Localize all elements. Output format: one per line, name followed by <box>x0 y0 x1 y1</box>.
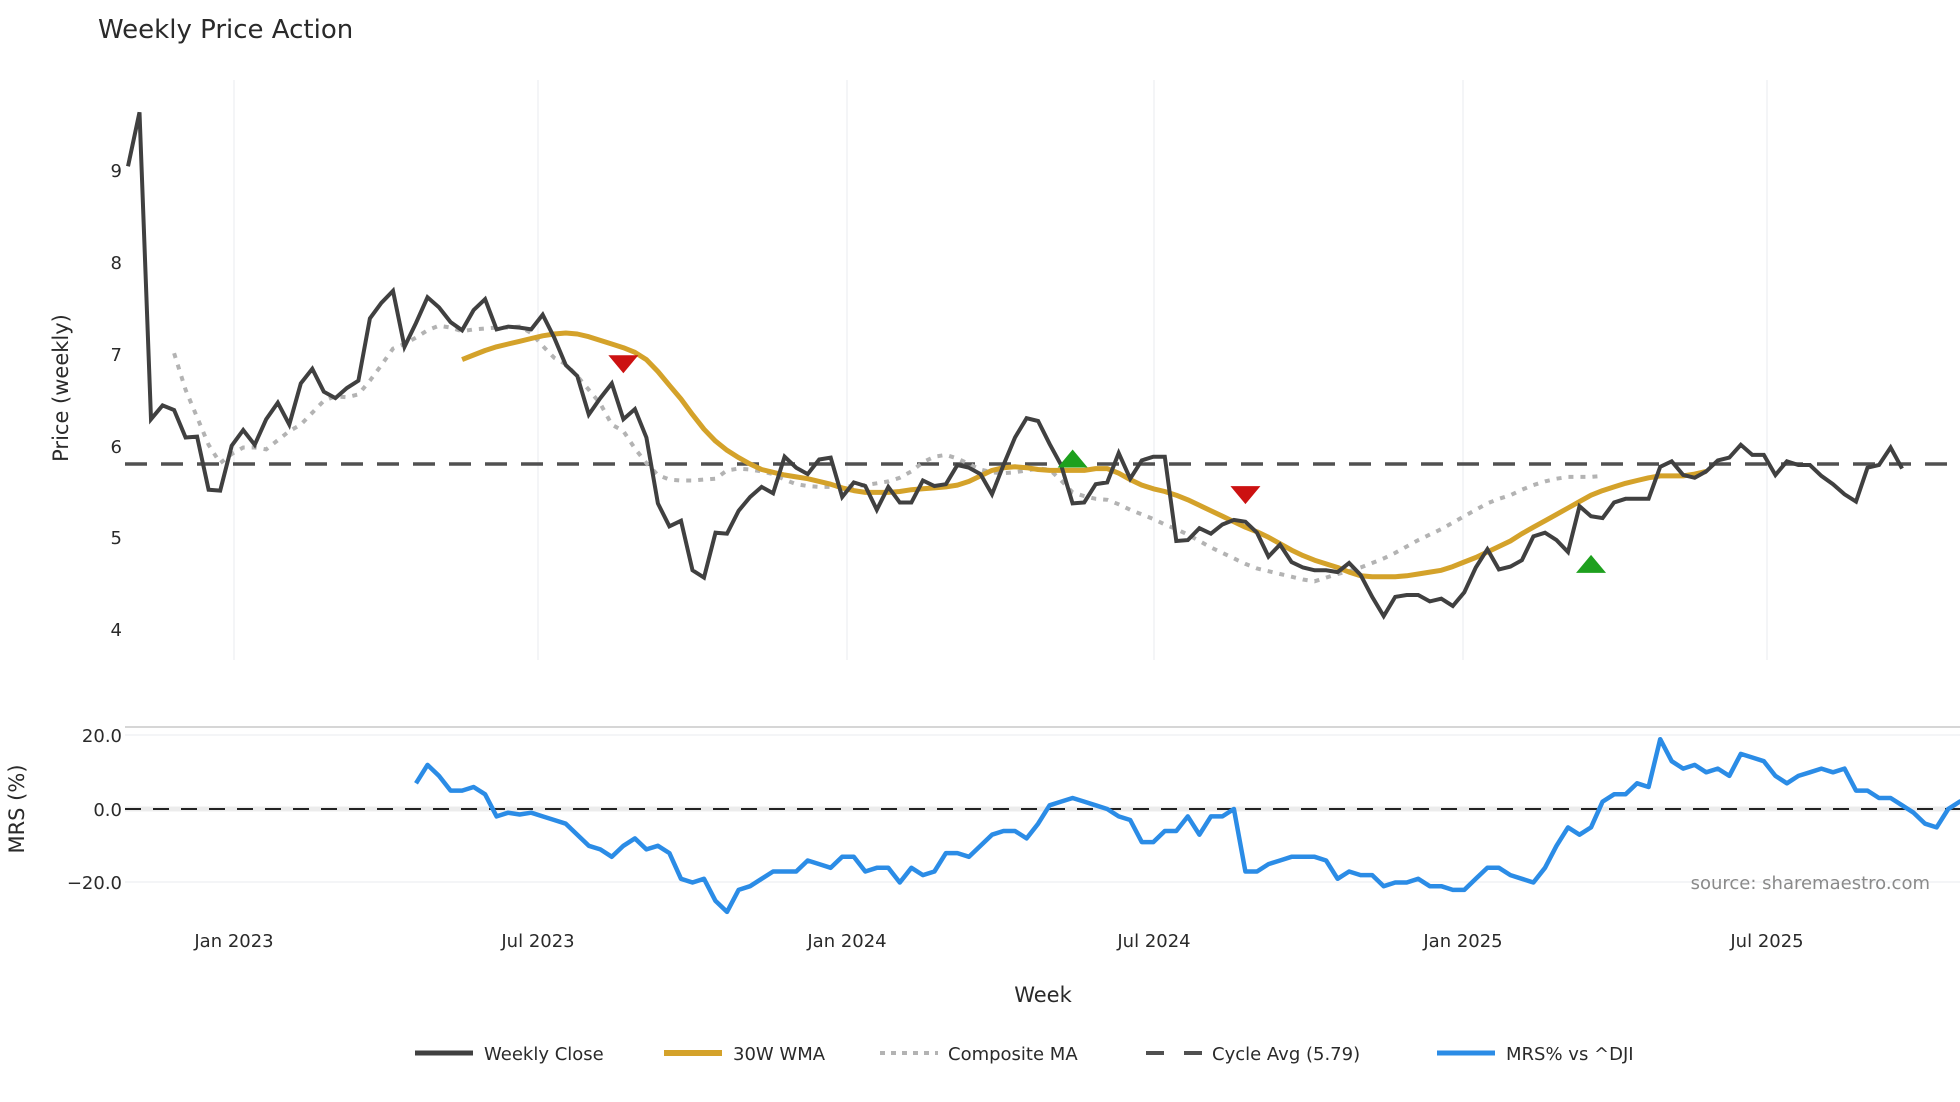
x-axis-ticks: Jan 2023 Jul 2023 Jan 2024 Jul 2024 Jan … <box>193 931 1803 952</box>
sell-signal-triangle-down-icon <box>1230 486 1261 505</box>
legend-item-30w-wma[interactable]: 30W WMA <box>664 1044 826 1065</box>
legend-item-composite-ma[interactable]: Composite MA <box>880 1044 1078 1065</box>
legend-label: Cycle Avg (5.79) <box>1212 1044 1360 1065</box>
legend: Weekly Close 30W WMA Composite MA Cycle … <box>415 1044 1634 1065</box>
mrs-y-axis-title: MRS (%) <box>5 764 29 853</box>
price-gridlines <box>233 80 1768 660</box>
legend-item-weekly-close[interactable]: Weekly Close <box>415 1044 604 1065</box>
y-tick-9: 9 <box>111 161 122 182</box>
signal-markers <box>608 355 1607 573</box>
x-tick-jan-2025: Jan 2025 <box>1422 931 1502 952</box>
legend-label: MRS% vs ^DJI <box>1506 1044 1634 1065</box>
x-tick-jul-2023: Jul 2023 <box>500 931 574 952</box>
mrs-y-tick-20: 20.0 <box>82 726 122 747</box>
buy-signal-triangle-up-icon <box>1057 449 1088 468</box>
y-tick-7: 7 <box>111 345 122 366</box>
y-tick-8: 8 <box>111 253 122 274</box>
y-tick-5: 5 <box>111 528 122 549</box>
weekly-close-line <box>126 111 1904 620</box>
legend-item-mrs[interactable]: MRS% vs ^DJI <box>1437 1044 1634 1065</box>
legend-item-cycle-avg[interactable]: Cycle Avg (5.79) <box>1146 1044 1360 1065</box>
wma-30w-line <box>461 330 1707 580</box>
chart-title: Weekly Price Action <box>98 15 353 45</box>
legend-label: Weekly Close <box>484 1044 604 1065</box>
source-label: source: sharemaestro.com <box>1691 873 1930 894</box>
price-y-ticks: 9 8 7 6 5 4 <box>111 161 122 641</box>
mrs-y-tick-neg20: −20.0 <box>67 873 122 894</box>
x-tick-jan-2023: Jan 2023 <box>193 931 273 952</box>
mrs-y-tick-0: 0.0 <box>93 800 122 821</box>
composite-ma-line <box>172 323 1603 584</box>
mrs-panel: 20.0 0.0 −20.0 MRS (%) source: sharemaes… <box>5 726 1960 915</box>
x-tick-jan-2024: Jan 2024 <box>806 931 886 952</box>
buy-signal-triangle-up-icon <box>1576 554 1607 573</box>
legend-label: Composite MA <box>948 1044 1078 1065</box>
mrs-line <box>414 736 1960 915</box>
y-tick-4: 4 <box>111 620 122 641</box>
sell-signal-triangle-down-icon <box>608 355 639 374</box>
x-axis-title: Week <box>1014 983 1072 1007</box>
y-tick-6: 6 <box>111 437 122 458</box>
price-y-axis-title: Price (weekly) <box>49 314 73 462</box>
x-tick-jul-2024: Jul 2024 <box>1116 931 1190 952</box>
legend-label: 30W WMA <box>733 1044 826 1065</box>
x-tick-jul-2025: Jul 2025 <box>1729 931 1803 952</box>
